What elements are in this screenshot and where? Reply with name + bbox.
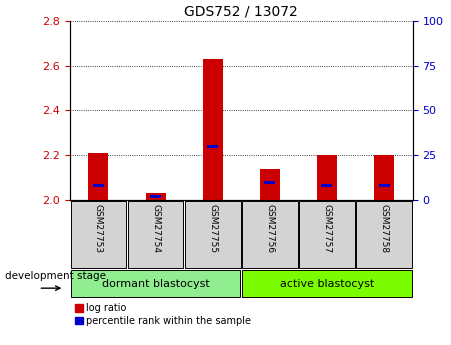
- Bar: [150, 195, 161, 198]
- Bar: [378, 184, 390, 187]
- Bar: [264, 180, 276, 184]
- Title: GDS752 / 13072: GDS752 / 13072: [184, 4, 298, 18]
- Bar: [88, 153, 109, 200]
- Bar: [185, 201, 240, 268]
- Bar: [374, 155, 394, 200]
- Bar: [71, 201, 126, 268]
- Bar: [202, 59, 223, 200]
- Legend: log ratio, percentile rank within the sample: log ratio, percentile rank within the sa…: [75, 303, 252, 326]
- Text: development stage: development stage: [5, 272, 106, 282]
- Bar: [71, 270, 240, 297]
- Bar: [356, 201, 412, 268]
- Text: GSM27753: GSM27753: [94, 204, 103, 253]
- Bar: [128, 201, 184, 268]
- Bar: [207, 145, 218, 148]
- Text: GSM27757: GSM27757: [322, 204, 331, 253]
- Text: GSM27755: GSM27755: [208, 204, 217, 253]
- Text: GSM27758: GSM27758: [380, 204, 389, 253]
- Text: dormant blastocyst: dormant blastocyst: [102, 279, 209, 289]
- Bar: [93, 184, 104, 187]
- Text: active blastocyst: active blastocyst: [280, 279, 374, 289]
- Bar: [146, 194, 166, 200]
- Bar: [260, 169, 280, 200]
- Bar: [317, 155, 337, 200]
- Bar: [242, 201, 298, 268]
- Bar: [299, 201, 355, 268]
- Bar: [322, 184, 332, 187]
- Bar: [242, 270, 412, 297]
- Text: GSM27754: GSM27754: [151, 204, 160, 253]
- Text: GSM27756: GSM27756: [265, 204, 274, 253]
